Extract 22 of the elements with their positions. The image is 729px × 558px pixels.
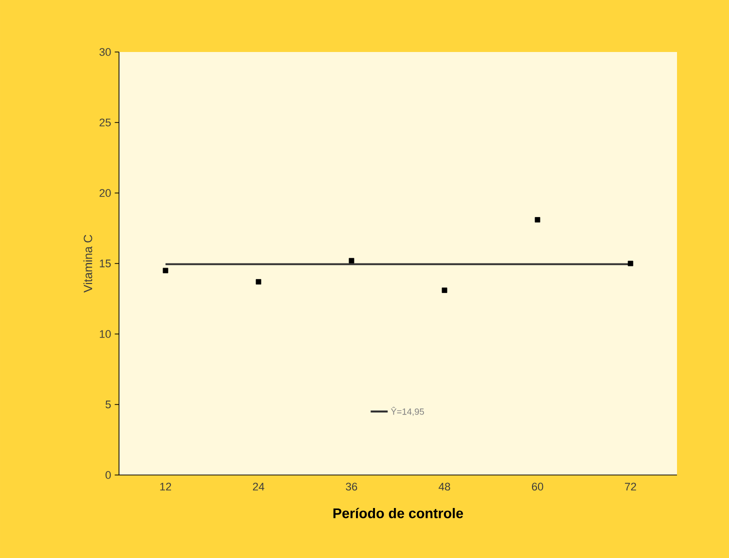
y-tick-label: 0 xyxy=(106,471,111,479)
y-tick-label: 20 xyxy=(100,189,111,197)
point xyxy=(162,268,168,274)
y-tick-label: 5 xyxy=(106,400,111,408)
y-tick-label: 25 xyxy=(100,118,111,126)
x-tick-label: 48 xyxy=(438,482,450,491)
point xyxy=(348,258,354,264)
x-tick-label: 60 xyxy=(532,482,544,491)
point xyxy=(534,217,540,222)
x-tick-label: 36 xyxy=(346,482,358,491)
legend-label: Ŷ=14,95 xyxy=(390,406,424,416)
y-axis-title: Vitamina C xyxy=(83,234,92,293)
x-tick-label: 72 xyxy=(624,482,636,490)
y-tick-label: 15 xyxy=(100,260,111,268)
y-tick-label: 10 xyxy=(100,330,111,338)
point xyxy=(256,279,262,285)
point xyxy=(628,260,634,266)
y-tick-label: 30 xyxy=(99,48,111,56)
x-axis-title: Período de controle xyxy=(333,508,464,518)
point xyxy=(442,288,448,293)
x-tick-label: 12 xyxy=(160,482,172,490)
x-tick-label: 24 xyxy=(252,482,264,490)
